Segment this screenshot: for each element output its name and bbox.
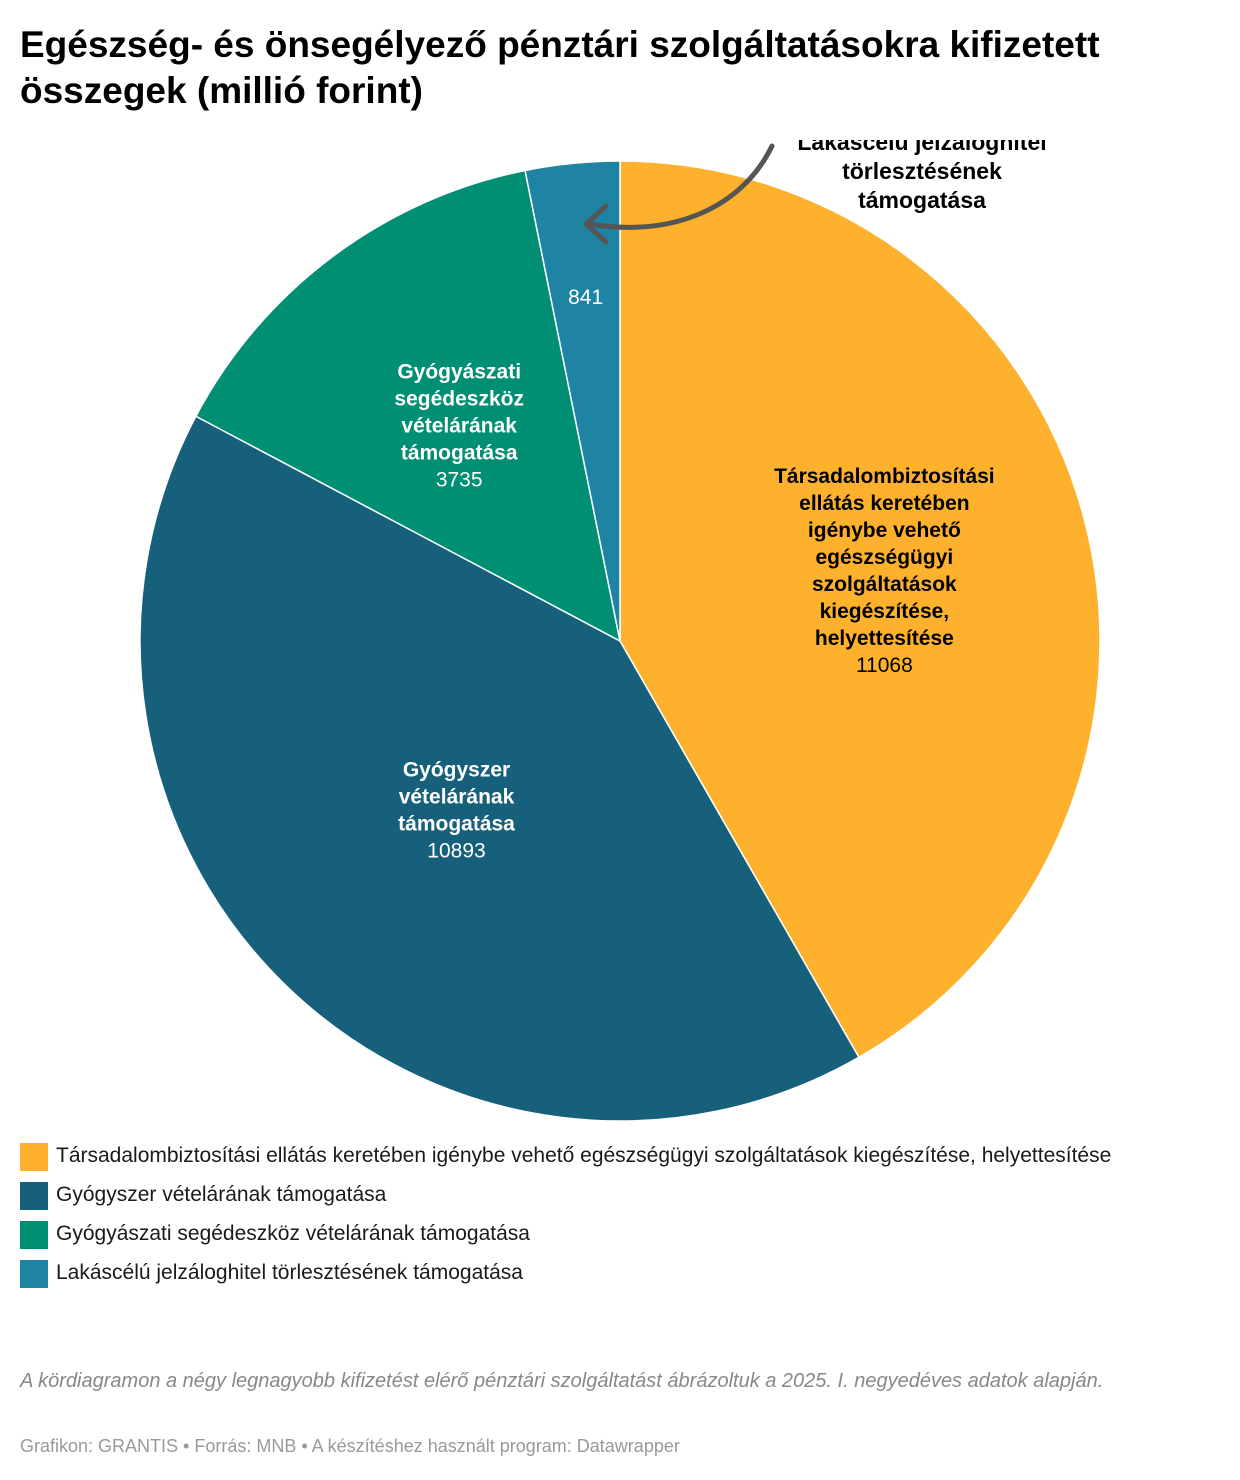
slice-label: Gyógyszer vételárának támogatása 10893 (398, 759, 515, 863)
slice-value-label: 3735 (436, 469, 483, 492)
pie-slice (194, 169, 622, 643)
pie-slice-labels: Társadalombiztosítási ellátás keretében ig… (394, 286, 994, 862)
slice-label: Gyógyászati segédeszköz vételárának támogat… (394, 361, 524, 492)
slice-label-line: helyettesítése (815, 627, 954, 650)
annotation-line: támogatása (858, 187, 986, 213)
slice-label-line: kiegészítése, (820, 600, 950, 623)
legend-item: Társadalombiztosítási ellátás keretében … (20, 1140, 1210, 1171)
pie-chart: Társadalombiztosítási ellátás keretében ig… (139, 140, 1101, 1122)
slice-value-label: 10893 (427, 840, 485, 863)
legend-swatch (20, 1221, 48, 1249)
pie-slices (139, 160, 1101, 1122)
slice-label-line: igénybe vehető (808, 519, 961, 542)
annotation-arrowhead (583, 203, 609, 245)
slice-label: Társadalombiztosítási ellátás keretében ig… (774, 465, 995, 677)
legend-item: Lakáscélú jelzáloghitel törlesztésének t… (20, 1257, 1210, 1288)
legend-swatch (20, 1143, 48, 1171)
legend-swatch (20, 1260, 48, 1288)
slice-label-line: Gyógyszer (403, 759, 510, 782)
slice-label-line: támogatása (398, 813, 515, 836)
annotation: Lakáscélú jelzáloghitel törlesztésének tám… (583, 140, 1047, 245)
chart-title: Egészség- és önsegélyező pénztári szolgá… (20, 24, 1100, 111)
slice-label-line: támogatása (401, 442, 518, 465)
slice-label-line: segédeszköz (394, 388, 524, 411)
chart-note: A kördiagramon a négy legnagyobb kifizet… (20, 1370, 1104, 1392)
slice-label-line: szolgáltatások (812, 573, 957, 596)
slice-value-label: 841 (568, 286, 603, 309)
pie-slice (139, 415, 860, 1122)
legend-swatch (20, 1182, 48, 1210)
slice-label-line: ellátás keretében (799, 492, 969, 515)
slice-label-line: vételárának (399, 786, 515, 809)
annotation-line: törlesztésének (842, 158, 1002, 184)
slice-label-line: egészségügyi (816, 546, 954, 569)
slice-value-label: 11068 (856, 654, 913, 677)
slice-label-line: vételárának (401, 415, 517, 438)
legend: Társadalombiztosítási ellátás keretében … (20, 1140, 1210, 1296)
legend-label: Lakáscélú jelzáloghitel törlesztésének t… (56, 1261, 523, 1284)
legend-label: Társadalombiztosítási ellátás keretében … (56, 1144, 1112, 1167)
legend-label: Gyógyszer vételárának támogatása (56, 1183, 387, 1206)
slice-label: 841 (568, 286, 603, 309)
legend-label: Gyógyászati segédeszköz vételárának támo… (56, 1222, 530, 1245)
annotation-text: Lakáscélú jelzáloghitel törlesztésének tám… (797, 140, 1046, 213)
chart-credits: Grafikon: GRANTIS • Forrás: MNB • A kész… (20, 1436, 680, 1456)
pie-slice (619, 160, 1101, 1059)
pie-slice (524, 160, 621, 642)
annotation-arrow (587, 143, 775, 230)
legend-item: Gyógyszer vételárának támogatása (20, 1179, 1210, 1210)
annotation-line: Lakáscélú jelzáloghitel (797, 140, 1046, 155)
slice-label-line: Társadalombiztosítási (774, 465, 995, 488)
legend-item: Gyógyászati segédeszköz vételárának támo… (20, 1218, 1210, 1249)
slice-label-line: Gyógyászati (397, 361, 521, 384)
